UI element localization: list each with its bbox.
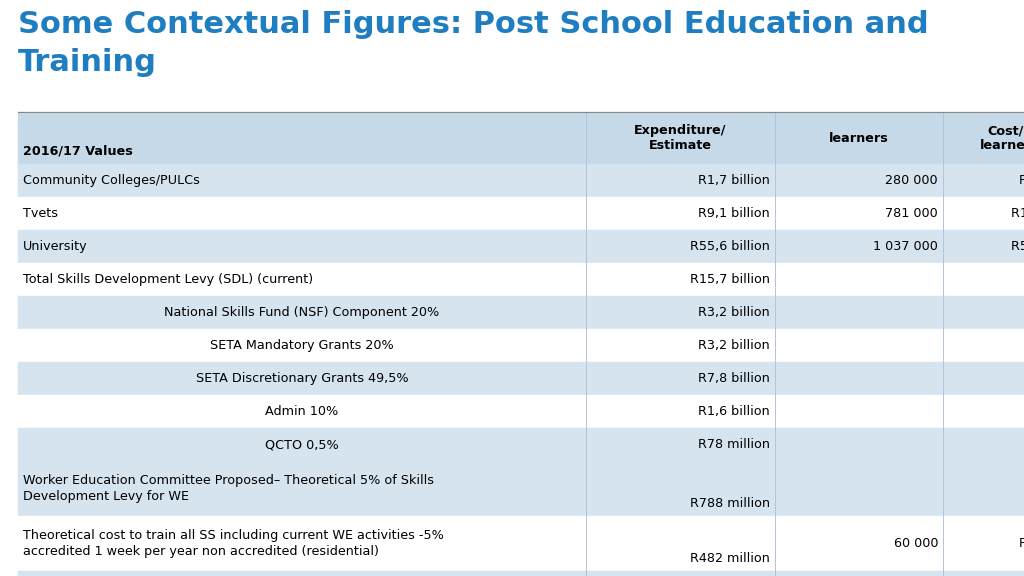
Bar [18,263,1024,296]
Bar [18,112,1024,164]
Bar [18,571,1024,576]
Bar [18,230,1024,263]
Bar [18,395,1024,428]
Bar [18,296,1024,329]
Text: Community Colleges/PULCs: Community Colleges/PULCs [23,174,200,187]
Text: R788 million: R788 million [690,497,770,510]
Text: 1 037 000: 1 037 000 [873,240,938,253]
Bar [18,461,1024,516]
Text: QCTO 0,5%: QCTO 0,5% [265,438,339,451]
Text: Tvets: Tvets [23,207,58,220]
Text: learners: learners [829,131,889,145]
Text: R55,6 billion: R55,6 billion [690,240,770,253]
Text: R1,6 billion: R1,6 billion [698,405,770,418]
Bar [18,428,1024,461]
Text: R6 185: R6 185 [1019,174,1024,187]
Text: Admin 10%: Admin 10% [265,405,339,418]
Bar [18,164,1024,197]
Text: SETA Discretionary Grants 49,5%: SETA Discretionary Grants 49,5% [196,372,409,385]
Text: National Skills Fund (NSF) Component 20%: National Skills Fund (NSF) Component 20% [165,306,439,319]
Text: SETA Mandatory Grants 20%: SETA Mandatory Grants 20% [210,339,394,352]
Text: Total Skills Development Levy (SDL) (current): Total Skills Development Levy (SDL) (cur… [23,273,313,286]
Text: R11 652: R11 652 [1011,207,1024,220]
Text: R15,7 billion: R15,7 billion [690,273,770,286]
Text: 2016/17 Values: 2016/17 Values [23,145,133,158]
Bar [18,329,1024,362]
Text: University: University [23,240,88,253]
Text: R1,7 billion: R1,7 billion [698,174,770,187]
Text: R8 027: R8 027 [1019,537,1024,550]
Text: R3,2 billion: R3,2 billion [698,306,770,319]
Bar [18,197,1024,230]
Bar [18,362,1024,395]
Text: R482 million: R482 million [690,552,770,565]
Text: 280 000: 280 000 [886,174,938,187]
Text: R53 616: R53 616 [1011,240,1024,253]
Text: R78 million: R78 million [698,438,770,451]
Text: Worker Education Committee Proposed– Theoretical 5% of Skills
Development Levy f: Worker Education Committee Proposed– The… [23,474,434,503]
Text: 60 000: 60 000 [894,537,938,550]
Bar [18,516,1024,571]
Text: R9,1 billion: R9,1 billion [698,207,770,220]
Text: R3,2 billion: R3,2 billion [698,339,770,352]
Text: 781 000: 781 000 [886,207,938,220]
Text: Some Contextual Figures: Post School Education and: Some Contextual Figures: Post School Edu… [18,10,929,39]
Text: Training: Training [18,48,157,77]
Text: Expenditure/
Estimate: Expenditure/ Estimate [634,124,727,152]
Text: R7,8 billion: R7,8 billion [698,372,770,385]
Text: Theoretical cost to train all SS including current WE activities -5%
accredited : Theoretical cost to train all SS includi… [23,529,443,558]
Text: Cost/
learner: Cost/ learner [980,124,1024,152]
